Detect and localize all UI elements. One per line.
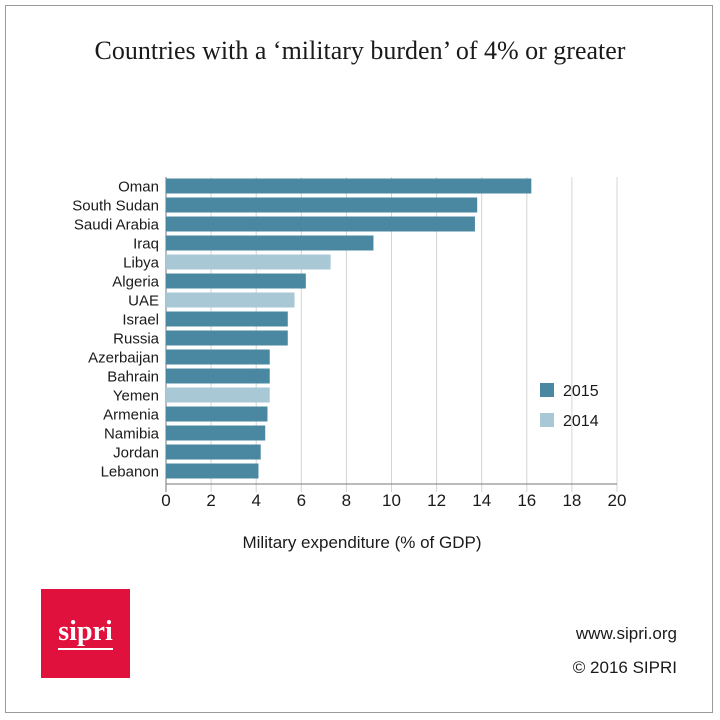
bar [166,273,306,289]
legend: 2015 2014 [540,383,599,430]
bar [166,292,295,308]
bar [166,254,331,270]
bar [166,330,288,346]
x-tick-label: 6 [297,491,306,510]
category-label: Algeria [112,274,159,291]
x-tick-label: 8 [342,491,351,510]
bar [166,406,268,422]
category-label: Oman [118,179,159,196]
x-tick-label: 2 [206,491,215,510]
category-label: Iraq [133,236,159,253]
bar [166,387,270,403]
bar [166,444,261,460]
bar [166,235,374,251]
sipri-logo: sipri [41,589,130,678]
category-label: Jordan [113,445,159,462]
bar-chart: Oman South Sudan Saudi Arabia Iraq Libya Alge… [72,177,626,552]
chart-title: Countries with a ‘military burden’ of 4%… [94,36,626,65]
chart-frame [5,5,713,713]
bar [166,216,475,232]
category-label: Libya [123,255,160,272]
x-tick-label: 14 [472,491,491,510]
bar [166,425,266,441]
category-label: Azerbaijan [88,350,159,367]
bar [166,311,288,327]
category-label: Israel [122,312,159,329]
legend-swatch [540,413,554,427]
legend-label: 2014 [563,413,599,430]
footer-url[interactable]: www.sipri.org [575,624,677,643]
x-tick-label: 18 [562,491,581,510]
x-tick-label: 12 [427,491,446,510]
x-tick-label: 4 [251,491,260,510]
category-label: Bahrain [107,369,159,386]
x-tick-label: 0 [161,491,170,510]
bar [166,349,270,365]
footer-copyright: © 2016 SIPRI [572,658,677,677]
x-tick-labels: 0 2 4 6 8 10 12 14 16 18 20 [161,491,626,510]
category-label: Lebanon [101,464,159,481]
category-label: South Sudan [72,198,159,215]
bar [166,368,270,384]
bars [166,178,532,479]
legend-swatch [540,383,554,397]
x-tick-label: 10 [382,491,401,510]
category-label: Namibia [104,426,160,443]
category-label: Armenia [103,407,160,424]
category-label: Yemen [113,388,159,405]
bar [166,178,532,194]
bar [166,463,259,479]
sipri-logo-text: sipri [58,617,113,650]
legend-label: 2015 [563,383,599,400]
x-tick-label: 16 [517,491,536,510]
x-axis-label: Military expenditure (% of GDP) [242,533,481,552]
category-label: Saudi Arabia [74,217,160,234]
category-label: UAE [128,293,159,310]
bar [166,197,478,213]
x-tick-label: 20 [608,491,627,510]
category-label: Russia [113,331,160,348]
category-labels: Oman South Sudan Saudi Arabia Iraq Libya Alge… [72,179,159,481]
